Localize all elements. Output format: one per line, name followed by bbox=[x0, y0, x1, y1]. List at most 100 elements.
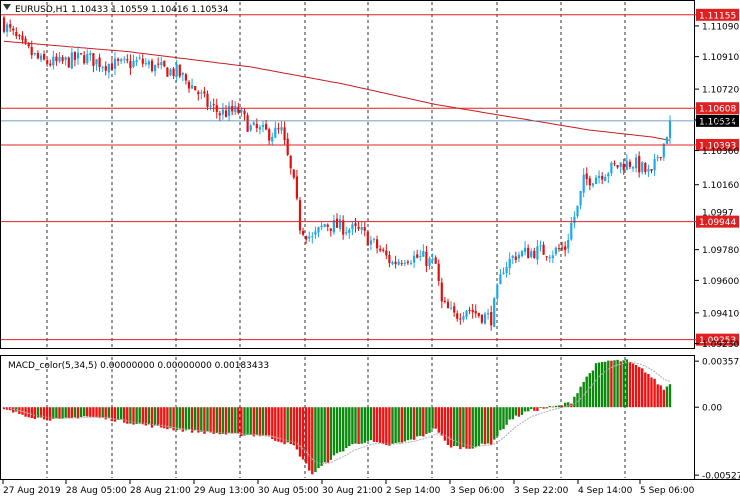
price-tick-label: 1.11090 bbox=[702, 22, 739, 32]
macd-bar bbox=[471, 407, 474, 449]
main-pane-border bbox=[0, 0, 695, 349]
bear-candle bbox=[30, 47, 33, 56]
macd-bar bbox=[163, 407, 166, 429]
macd-bar bbox=[511, 407, 514, 420]
bear-candle bbox=[243, 110, 246, 115]
bear-candle bbox=[12, 28, 15, 31]
macd-bar bbox=[89, 407, 92, 417]
bear-candle bbox=[456, 313, 459, 319]
macd-bar bbox=[394, 407, 397, 444]
bull-candle bbox=[113, 58, 117, 69]
macd-bar bbox=[234, 407, 237, 434]
macd-bar bbox=[224, 407, 228, 435]
bear-candle bbox=[55, 56, 58, 62]
macd-bar bbox=[264, 407, 268, 437]
bear-candle bbox=[15, 32, 18, 36]
macd-bar bbox=[194, 407, 197, 431]
bear-candle bbox=[117, 59, 120, 61]
macd-bar bbox=[292, 407, 295, 446]
bear-candle bbox=[206, 93, 209, 107]
bull-candle bbox=[403, 262, 406, 264]
macd-bar bbox=[73, 407, 77, 418]
macd-bar bbox=[610, 360, 613, 408]
macd-bar bbox=[197, 407, 200, 433]
bear-candle bbox=[376, 239, 379, 249]
bull-candle bbox=[271, 136, 274, 142]
macd-bar bbox=[517, 407, 521, 417]
macd-bar bbox=[366, 407, 369, 441]
bear-candle bbox=[126, 59, 129, 61]
bear-candle bbox=[166, 67, 169, 77]
macd-bar bbox=[153, 407, 157, 426]
macd-bar bbox=[39, 407, 43, 418]
bull-candle bbox=[314, 231, 317, 235]
bull-candle bbox=[360, 227, 363, 230]
macd-bar bbox=[388, 407, 391, 446]
bull-candle bbox=[339, 219, 342, 229]
price-level-badge bbox=[696, 102, 739, 115]
collapse-arrow-icon[interactable] bbox=[3, 4, 11, 10]
bear-candle bbox=[588, 178, 591, 186]
bear-candle bbox=[212, 104, 215, 106]
bull-candle bbox=[419, 256, 422, 257]
macd-bar bbox=[67, 407, 70, 418]
macd-bar bbox=[548, 406, 551, 408]
macd-bar bbox=[92, 407, 95, 418]
macd-bar bbox=[246, 407, 249, 435]
macd-bar bbox=[120, 407, 123, 420]
macd-bar bbox=[539, 407, 542, 408]
bear-candle bbox=[644, 163, 647, 172]
bull-candle bbox=[604, 177, 607, 181]
macd-bar bbox=[554, 405, 558, 408]
macd-bar bbox=[456, 407, 459, 447]
macd-bar bbox=[30, 407, 33, 418]
macd-bar bbox=[446, 407, 450, 445]
bull-candle bbox=[662, 143, 665, 158]
bear-candle bbox=[440, 282, 443, 302]
macd-bar bbox=[181, 407, 184, 432]
bull-candle bbox=[317, 227, 320, 233]
time-label: 3 Sep 22:00 bbox=[514, 486, 569, 496]
macd-bar bbox=[382, 407, 385, 444]
bull-candle bbox=[493, 298, 496, 327]
price-tick-label-partial: 1.0997 bbox=[702, 209, 734, 219]
macd-bar bbox=[332, 407, 336, 456]
bear-candle bbox=[36, 53, 39, 59]
macd-bar bbox=[301, 407, 305, 460]
bear-candle bbox=[357, 226, 360, 229]
bear-candle bbox=[286, 138, 289, 155]
bear-candle bbox=[416, 254, 419, 258]
macd-bar bbox=[505, 407, 508, 425]
macd-bar bbox=[502, 407, 505, 430]
bear-candle bbox=[533, 250, 536, 258]
bear-candle bbox=[305, 236, 308, 240]
macd-bar bbox=[530, 407, 533, 409]
macd-bar bbox=[46, 407, 49, 421]
macd-bar bbox=[465, 407, 468, 449]
bull-candle bbox=[147, 61, 150, 65]
bear-candle bbox=[394, 261, 397, 265]
macd-bar bbox=[375, 407, 379, 443]
bull-candle bbox=[39, 55, 43, 60]
time-label: 5 Sep 06:00 bbox=[640, 486, 695, 496]
bull-candle bbox=[181, 73, 184, 75]
bear-candle bbox=[292, 169, 295, 178]
bear-candle bbox=[203, 91, 206, 94]
bull-candle bbox=[409, 262, 413, 264]
bull-candle bbox=[58, 56, 61, 62]
bear-candle bbox=[480, 314, 483, 323]
bull-candle bbox=[668, 120, 672, 139]
macd-bar bbox=[400, 407, 403, 443]
macd-bar bbox=[406, 407, 410, 441]
macd-bar bbox=[249, 407, 252, 435]
bull-candle bbox=[653, 158, 656, 171]
macd-bar bbox=[184, 407, 188, 431]
macd-bar bbox=[280, 407, 283, 443]
bear-candle bbox=[366, 231, 369, 246]
time-label: 3 Sep 06:00 bbox=[450, 486, 505, 496]
macd-bar bbox=[425, 407, 428, 434]
bull-candle bbox=[191, 85, 194, 89]
bull-candle bbox=[625, 160, 628, 170]
